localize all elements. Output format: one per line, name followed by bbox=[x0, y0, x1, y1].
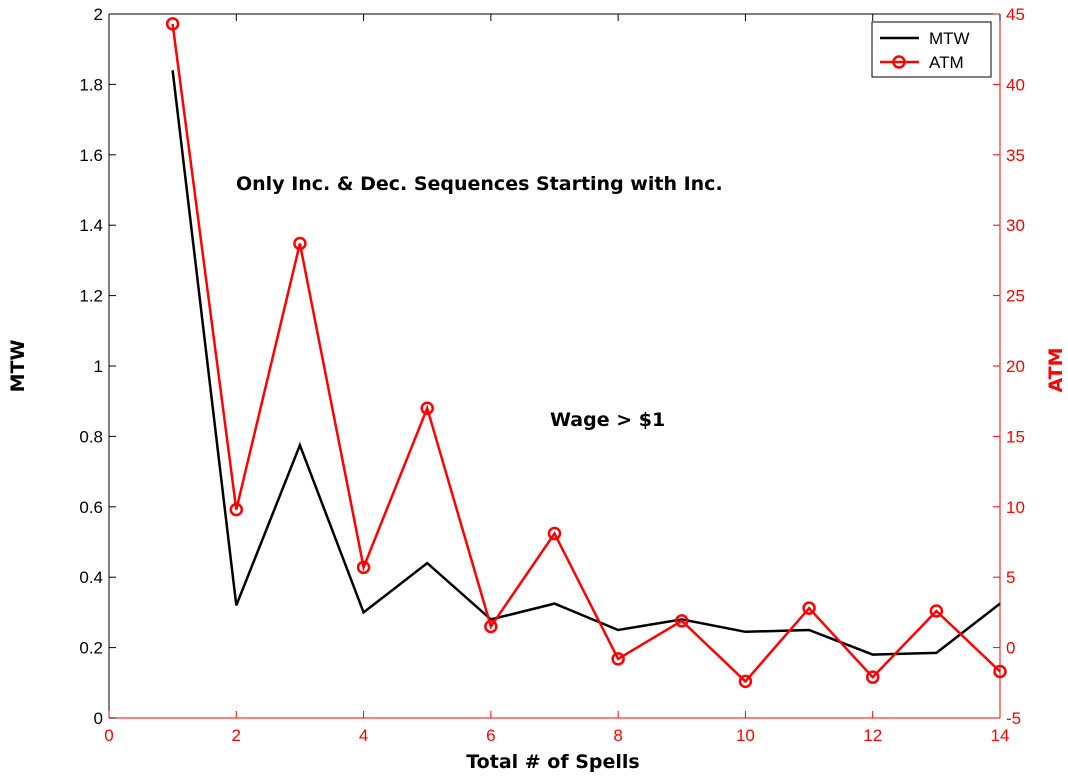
y-tick-label-left: 0.6 bbox=[79, 498, 103, 517]
series-point-atm bbox=[356, 560, 371, 575]
x-tick-label: 14 bbox=[991, 726, 1010, 745]
y-tick-label-right: 25 bbox=[1006, 287, 1025, 306]
y-tick-label-left: 1.4 bbox=[79, 216, 103, 235]
y-tick-label-left: 2 bbox=[94, 5, 103, 24]
y-tick-label-right: 5 bbox=[1006, 568, 1015, 587]
series-point-atm bbox=[484, 619, 498, 634]
series-point-atm bbox=[675, 614, 689, 628]
series-point-atm bbox=[865, 670, 880, 684]
legend-atm-label: ATM bbox=[929, 53, 964, 72]
y-tick-label-left: 1.8 bbox=[79, 75, 103, 94]
y-tick-label-right: 20 bbox=[1006, 357, 1025, 376]
y-tick-label-right: 10 bbox=[1006, 498, 1025, 517]
x-axis-label: Total # of Spells bbox=[466, 751, 640, 773]
x-tick-label: 4 bbox=[359, 726, 368, 745]
y-tick-label-left: 1 bbox=[94, 357, 103, 376]
series-line-mtw bbox=[171, 70, 1001, 656]
legend-mtw-label: MTW bbox=[929, 29, 970, 48]
series-point-atm bbox=[420, 401, 434, 415]
y-tick-label-right: 45 bbox=[1006, 5, 1025, 24]
series-line-atm bbox=[171, 23, 1001, 684]
y-tick-label-right: 0 bbox=[1006, 639, 1015, 658]
y-tick-label-left: 1.2 bbox=[79, 287, 103, 306]
series-point-atm bbox=[165, 17, 180, 31]
x-tick-label: 0 bbox=[104, 726, 113, 745]
y-axis-label-left: MTW bbox=[7, 340, 29, 393]
x-tick-label: 12 bbox=[863, 726, 882, 745]
x-tick-label: 2 bbox=[232, 726, 241, 745]
y-tick-label-right: -5 bbox=[1006, 709, 1021, 728]
y-tick-label-right: 40 bbox=[1006, 75, 1025, 94]
series-point-atm bbox=[293, 236, 307, 251]
legend-atm-marker bbox=[892, 55, 906, 69]
series-layer bbox=[165, 17, 1007, 689]
series-point-atm bbox=[611, 652, 625, 666]
y-tick-label-left: 0.2 bbox=[79, 639, 103, 658]
ticks: 00.20.40.60.811.21.41.61.82-505101520253… bbox=[79, 5, 1025, 745]
legend: MTW ATM bbox=[871, 21, 992, 78]
y-tick-label-left: 0.4 bbox=[79, 568, 103, 587]
annotation-title: Only Inc. & Dec. Sequences Starting with… bbox=[236, 173, 723, 195]
legend-box bbox=[871, 21, 992, 78]
annotation-wage: Wage > $1 bbox=[550, 409, 665, 431]
series-point-atm bbox=[547, 526, 562, 541]
y-tick-label-left: 1.6 bbox=[79, 146, 103, 165]
y-tick-label-left: 0 bbox=[94, 709, 103, 728]
y-tick-label-right: 15 bbox=[1006, 427, 1025, 446]
x-tick-label: 8 bbox=[613, 726, 622, 745]
series-point-atm bbox=[229, 502, 244, 517]
series-point-atm bbox=[993, 664, 1007, 679]
y-tick-label-right: 30 bbox=[1006, 216, 1025, 235]
y-axis-label-right: ATM bbox=[1045, 347, 1067, 392]
x-tick-label: 6 bbox=[486, 726, 495, 745]
y-tick-label-right: 35 bbox=[1006, 146, 1025, 165]
series-point-atm bbox=[738, 674, 753, 689]
y-tick-label-left: 0.8 bbox=[79, 427, 103, 446]
x-tick-label: 10 bbox=[736, 726, 755, 745]
series-point-atm bbox=[929, 604, 944, 618]
plot-area bbox=[109, 14, 1000, 718]
series-point-atm bbox=[802, 601, 816, 615]
